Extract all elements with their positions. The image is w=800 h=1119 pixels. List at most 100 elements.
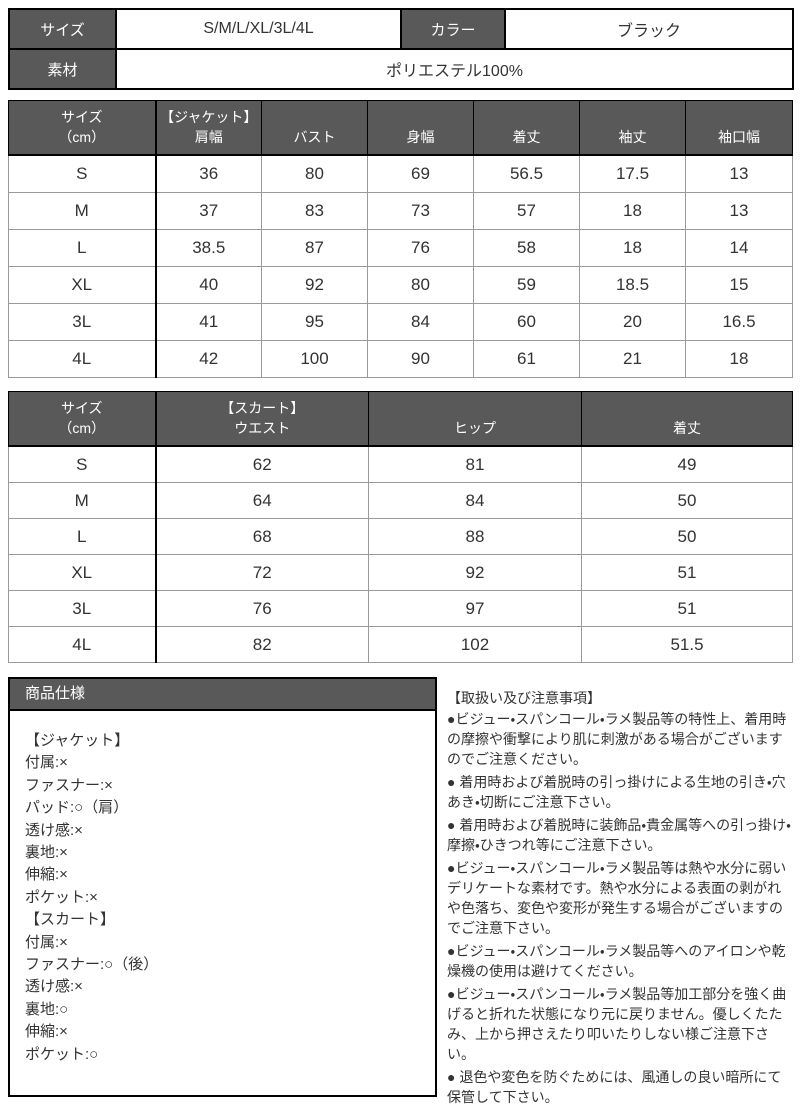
- size-cell: 3L: [8, 590, 157, 627]
- measurement-cell: 14: [685, 229, 793, 267]
- size-unit-header: サイズ （cm）: [8, 391, 157, 447]
- measurement-cell: 95: [261, 303, 368, 341]
- color-value: ブラック: [504, 8, 794, 50]
- measurement-cell: 102: [368, 626, 582, 663]
- measurement-cell: 80: [367, 266, 474, 304]
- care-note: ● 着用時および着脱時に装飾品・貴金属等への引っ掛け・摩擦・ひきつれ等にご注意下…: [447, 817, 791, 853]
- measurement-cell: 20: [579, 303, 686, 341]
- skirt-length-header: 着丈: [581, 391, 793, 447]
- measurement-cell: 64: [155, 482, 369, 519]
- size-unit-header-line2: （cm）: [58, 129, 106, 145]
- measurement-cell: 76: [155, 590, 369, 627]
- spec-line: 【ジャケット】: [25, 732, 130, 749]
- care-note: ● 退色や変色を防ぐためには、風通しの良い暗所にて保管して下さい。: [447, 1069, 782, 1105]
- skirt-size-row: M 64 84 50: [8, 482, 793, 519]
- size-cell: XL: [8, 554, 157, 591]
- measurement-cell: 92: [368, 554, 582, 591]
- length-header: 着丈: [473, 100, 580, 156]
- skirt-header-row: サイズ （cm） 【スカート】 ウエスト ヒップ 着丈: [8, 391, 793, 447]
- product-info-table: サイズ S/M/L/XL/3L/4L カラー ブラック 素材 ポリエステル100…: [8, 8, 794, 90]
- measurement-cell: 51: [581, 554, 793, 591]
- measurement-cell: 56.5: [473, 154, 580, 193]
- color-label: カラー: [400, 8, 506, 50]
- measurement-cell: 84: [367, 303, 474, 341]
- spec-line: 透け感:×: [25, 821, 83, 839]
- measurement-cell: 84: [368, 482, 582, 519]
- measurement-cell: 82: [155, 626, 369, 663]
- measurement-cell: 100: [261, 340, 368, 378]
- measurement-cell: 50: [581, 482, 793, 519]
- spec-line: 付属:×: [25, 754, 68, 772]
- measurement-cell: 41: [155, 303, 262, 341]
- measurement-cell: 73: [367, 192, 474, 230]
- material-value: ポリエステル100%: [115, 48, 794, 90]
- measurement-cell: 40: [155, 266, 262, 304]
- size-cell: 4L: [8, 626, 157, 663]
- size-cell: L: [8, 229, 157, 267]
- body-width-header: 身幅: [367, 100, 474, 156]
- skirt-size-row: 4L 82 102 51.5: [8, 626, 793, 663]
- size-cell: 3L: [8, 303, 157, 341]
- jacket-size-row: XL 40 92 80 59 18.5 15: [8, 266, 793, 304]
- skirt-size-row: L 68 88 50: [8, 518, 793, 555]
- spec-line: 付属:×: [25, 933, 68, 951]
- spec-box-body: 【ジャケット】 付属:× ファスナー:× パッド:○（肩） 透け感:× 裏地:×…: [8, 709, 437, 1097]
- measurement-cell: 51: [581, 590, 793, 627]
- spec-line: 裏地:○: [25, 1000, 69, 1018]
- cuff-width-header: 袖口幅: [685, 100, 793, 156]
- spec-line: 透け感:×: [25, 978, 83, 996]
- shoulder-width-label: 肩幅: [194, 129, 223, 145]
- size-cell: S: [8, 154, 157, 193]
- spec-line: 伸縮:×: [25, 1023, 68, 1041]
- measurement-cell: 62: [155, 445, 369, 483]
- care-note: ●ビジュー・スパンコール・ラメ製品等の特性上、着用時の摩擦や衝撃により肌に刺激が…: [447, 711, 787, 767]
- size-unit-header-line1: サイズ: [60, 109, 103, 125]
- skirt-size-row: 3L 76 97 51: [8, 590, 793, 627]
- measurement-cell: 38.5: [155, 229, 262, 267]
- bust-header: バスト: [261, 100, 368, 156]
- measurement-cell: 21: [579, 340, 686, 378]
- measurement-cell: 50: [581, 518, 793, 555]
- measurement-cell: 92: [261, 266, 368, 304]
- measurement-cell: 80: [261, 154, 368, 193]
- measurement-cell: 97: [368, 590, 582, 627]
- measurement-cell: 72: [155, 554, 369, 591]
- measurement-cell: 83: [261, 192, 368, 230]
- measurement-cell: 17.5: [579, 154, 686, 193]
- care-notes-title: 【取扱い及び注意事項】: [447, 690, 601, 706]
- spec-line: パッド:○（肩）: [25, 799, 129, 817]
- size-cell: M: [8, 192, 157, 230]
- care-note: ●ビジュー・スパンコール・ラメ製品等は熱や水分に弱いデリケートな素材です。熱や水…: [447, 860, 787, 936]
- size-cell: M: [8, 482, 157, 519]
- measurement-cell: 88: [368, 518, 582, 555]
- measurement-cell: 90: [367, 340, 474, 378]
- spec-line: 【スカート】: [25, 911, 116, 929]
- size-unit-header-line1: サイズ: [60, 400, 103, 416]
- measurement-cell: 61: [473, 340, 580, 378]
- measurement-cell: 69: [367, 154, 474, 193]
- jacket-size-row: S 36 80 69 56.5 17.5 13: [8, 154, 793, 193]
- jacket-size-row: M 37 83 73 57 18 13: [8, 192, 793, 230]
- measurement-cell: 51.5: [581, 626, 793, 663]
- skirt-size-row: XL 72 92 51: [8, 554, 793, 591]
- skirt-group-label: 【スカート】: [220, 400, 305, 416]
- measurement-cell: 16.5: [685, 303, 793, 341]
- info-row-size-color: サイズ S/M/L/XL/3L/4L カラー ブラック: [8, 8, 794, 50]
- measurement-cell: 76: [367, 229, 474, 267]
- care-note: ● 着用時および着脱時の引っ掛けによる生地の引き・穴あき・切断にご注意下さい。: [447, 774, 786, 810]
- size-label: サイズ: [8, 8, 117, 50]
- spec-line: ポケット:○: [25, 1045, 99, 1063]
- size-unit-header: サイズ （cm）: [8, 100, 157, 156]
- measurement-cell: 15: [685, 266, 793, 304]
- info-row-material: 素材 ポリエステル100%: [8, 48, 794, 90]
- measurement-cell: 81: [368, 445, 582, 483]
- bottom-section: 商品仕様 【ジャケット】 付属:× ファスナー:× パッド:○（肩） 透け感:×…: [8, 677, 792, 1119]
- measurement-cell: 68: [155, 518, 369, 555]
- shoulder-width-header: 【ジャケット】 肩幅: [155, 100, 262, 156]
- care-notes: 【取扱い及び注意事項】 ●ビジュー・スパンコール・ラメ製品等の特性上、着用時の摩…: [447, 677, 792, 1110]
- jacket-size-row: 3L 41 95 84 60 20 16.5: [8, 303, 793, 341]
- jacket-group-label: 【ジャケット】: [160, 109, 258, 125]
- spec-line: ファスナー:×: [25, 776, 113, 794]
- spec-line: ファスナー:○（後）: [25, 956, 159, 974]
- size-unit-header-line2: （cm）: [58, 420, 106, 436]
